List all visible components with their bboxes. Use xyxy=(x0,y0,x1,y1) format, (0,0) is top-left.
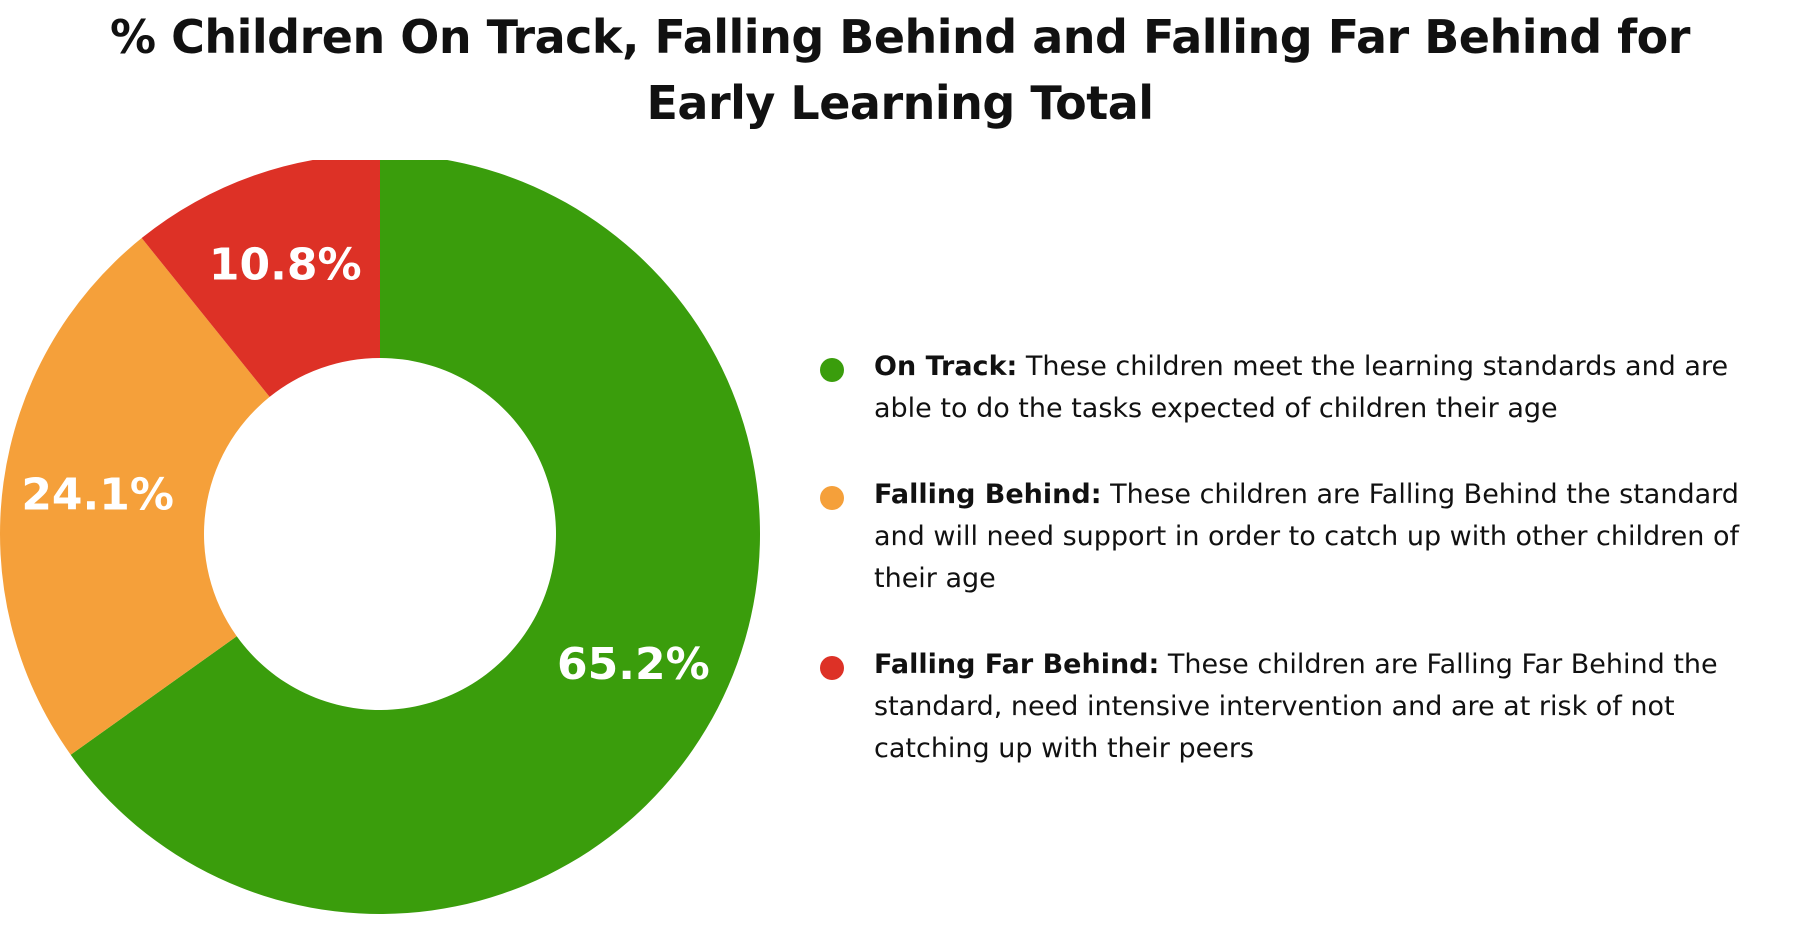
slice-on-track xyxy=(70,160,760,914)
legend-label-falling-behind: Falling Behind: xyxy=(874,479,1102,510)
legend-marker-falling-behind xyxy=(820,486,844,510)
legend-item-on-track: On Track: These children meet the learni… xyxy=(820,346,1780,430)
legend-description-falling-behind: These children are Falling Behind the st… xyxy=(874,479,1739,594)
slice-falling-behind xyxy=(0,238,270,755)
legend-item-falling-behind: Falling Behind: These children are Falli… xyxy=(820,474,1780,600)
slice-label-falling-behind: 24.1% xyxy=(21,470,174,521)
legend-item-falling-far-behind: Falling Far Behind: These children are F… xyxy=(820,644,1780,770)
legend-label-falling-far-behind: Falling Far Behind: xyxy=(874,649,1160,680)
legend-marker-falling-far-behind xyxy=(820,656,844,680)
legend: On Track: These children meet the learni… xyxy=(820,346,1780,770)
slice-falling-far-behind xyxy=(141,160,380,397)
slice-label-on-track: 65.2% xyxy=(557,639,710,690)
legend-description-falling-far-behind: These children are Falling Far Behind th… xyxy=(874,649,1718,764)
donut-chart: 65.2% 24.1% 10.8% xyxy=(0,160,760,914)
legend-label-on-track: On Track: xyxy=(874,351,1018,382)
donut-slice-labels: 65.2% 24.1% 10.8% xyxy=(21,240,709,690)
legend-description-on-track: These children meet the learning standar… xyxy=(874,351,1729,424)
legend-marker-on-track xyxy=(820,358,844,382)
donut-slices xyxy=(0,160,760,914)
chart-title: % Children On Track, Falling Behind and … xyxy=(110,10,1690,130)
slice-label-falling-far-behind: 10.8% xyxy=(209,240,362,291)
